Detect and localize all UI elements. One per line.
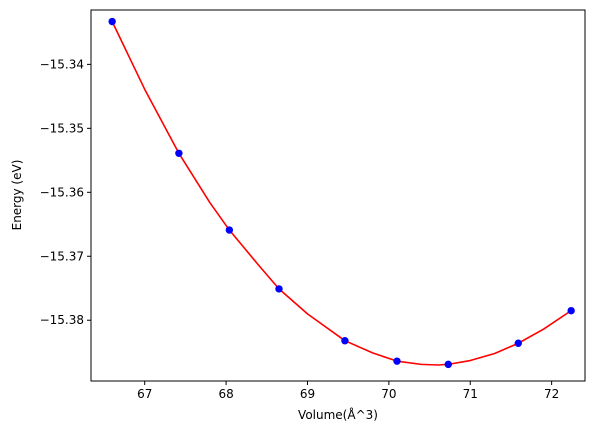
x-axis-ticks: 67 68 69 70 71 72 [137, 381, 559, 401]
data-point [341, 337, 349, 345]
data-point [225, 226, 234, 234]
plot-frame [90, 9, 586, 382]
y-axis-label: Energy (eV) [10, 160, 24, 231]
plot-area [108, 17, 575, 369]
x-tick-label: 71 [463, 387, 478, 401]
x-tick-label: 72 [544, 387, 559, 401]
fit-curve-line [111, 21, 572, 366]
y-tick-label: −15.35 [40, 121, 84, 135]
y-axis-ticks: −15.34 −15.35 −15.36 −15.37 −15.38 [40, 57, 91, 327]
data-point [514, 339, 522, 347]
x-axis-label: Volume(Å^3) [298, 407, 378, 422]
y-tick-label: −15.38 [40, 313, 84, 327]
x-tick-label: 69 [300, 387, 315, 401]
y-tick-label: −15.36 [40, 185, 84, 199]
data-point [393, 357, 401, 365]
x-tick-label: 68 [218, 387, 233, 401]
data-point [275, 285, 283, 293]
y-tick-label: −15.34 [40, 57, 84, 71]
x-tick-label: 70 [381, 387, 396, 401]
y-tick-label: −15.37 [40, 249, 84, 263]
data-point [567, 306, 575, 315]
data-point [108, 17, 116, 26]
data-point [175, 149, 183, 157]
x-tick-label: 67 [137, 387, 152, 401]
data-point [444, 360, 452, 369]
